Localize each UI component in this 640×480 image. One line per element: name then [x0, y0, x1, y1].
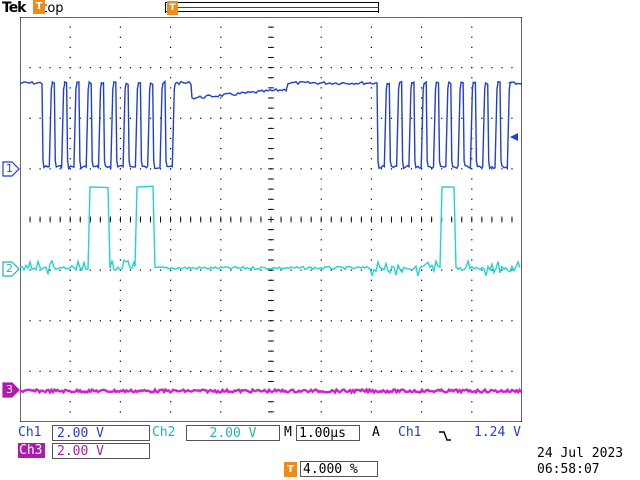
- ch2-label[interactable]: Ch2: [152, 425, 176, 440]
- record-position-bar[interactable]: T: [165, 1, 379, 15]
- time: 06:58:07: [537, 462, 600, 477]
- ch1-label[interactable]: Ch1: [18, 425, 42, 440]
- brand-logo: Tek: [2, 0, 26, 16]
- ch2-scale[interactable]: 2.00 V: [186, 425, 280, 441]
- trigger-position-marker: T: [284, 462, 297, 477]
- timebase-label: M: [284, 425, 292, 440]
- falling-edge-icon: [438, 427, 452, 446]
- record-trigger-marker: T: [167, 1, 178, 15]
- ch1-ground-marker[interactable]: 1: [2, 161, 20, 181]
- timebase-value[interactable]: 1.00µs: [296, 425, 360, 441]
- trigger-time-marker: T: [33, 0, 45, 14]
- ch2-waveform: [20, 185, 521, 278]
- trigger-mode: A: [372, 425, 380, 440]
- trigger-source[interactable]: Ch1: [398, 425, 422, 440]
- waveform-display[interactable]: [20, 17, 522, 422]
- date: 24 Jul 2023: [537, 446, 624, 461]
- ch1-scale[interactable]: 2.00 V: [52, 425, 150, 441]
- trigger-position[interactable]: 4.000 %: [300, 461, 378, 477]
- ch3-scale[interactable]: 2.00 V: [52, 443, 150, 459]
- trigger-level[interactable]: 1.24 V: [474, 425, 521, 440]
- ch3-waveform: [20, 387, 522, 395]
- ch1-waveform: [20, 80, 522, 170]
- ch3-ground-marker[interactable]: 3: [2, 382, 20, 402]
- ch3-label[interactable]: Ch3: [18, 443, 46, 458]
- ch2-ground-marker[interactable]: 2: [2, 261, 20, 281]
